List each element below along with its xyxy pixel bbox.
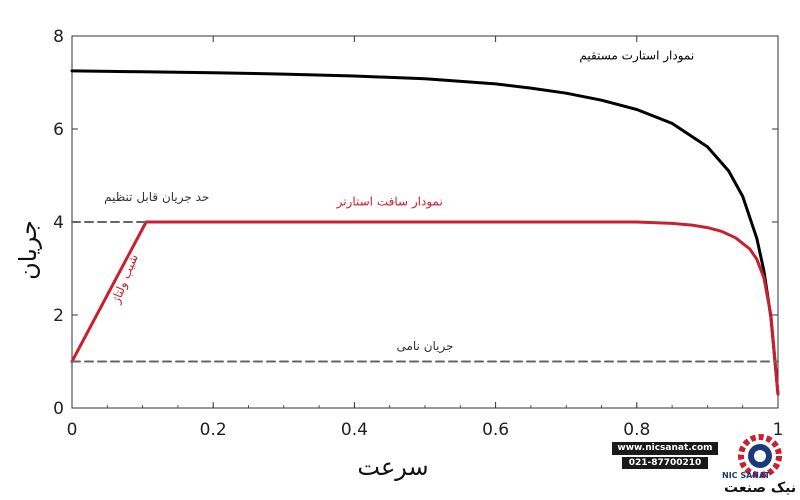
y-tick-label: 0: [53, 399, 64, 419]
series-line-1: [70, 220, 780, 396]
y-tick-label: 6: [53, 120, 64, 140]
x-tick-label: 0.8: [623, 420, 650, 440]
x-tick-label: 0: [67, 420, 78, 440]
annotation-label: شیب ولتاژ: [108, 252, 142, 307]
y-tick-label: 8: [53, 27, 64, 47]
x-axis-title: سرعت: [357, 453, 428, 481]
y-tick-label: 4: [53, 213, 64, 233]
x-tick-label: 1: [773, 420, 784, 440]
annotation-label: جریان نامی: [396, 339, 453, 354]
x-tick-label: 0.6: [482, 420, 509, 440]
annotation-label: نمودار استارت مستقیم: [579, 48, 694, 63]
series-line-0: [70, 69, 780, 396]
annotation-label: حد جریان قابل تنظیم: [104, 190, 209, 205]
y-axis-title: جریان: [14, 220, 42, 280]
phone-label: 021-87700210: [622, 457, 708, 469]
annotation-label: نمودار سافت استارتر: [336, 195, 443, 210]
x-tick-label: 0.2: [200, 420, 227, 440]
nicsanat-logo: www.nicsanat.com 021-87700210 NIC SANAT …: [604, 432, 800, 500]
y-tick-label: 2: [53, 306, 64, 326]
gear-logo-icon: [738, 434, 782, 478]
website-label: www.nicsanat.com: [612, 442, 718, 455]
brand-english: NIC SANAT: [722, 471, 771, 480]
x-tick-label: 0.4: [341, 420, 368, 440]
plot-area: 0 0.2 0.4 0.6 0.8 1 0 2 4 6 8 نمودار استارت مستقیم ن…: [53, 27, 783, 440]
brand-persian: نیک صنعت: [724, 480, 797, 496]
